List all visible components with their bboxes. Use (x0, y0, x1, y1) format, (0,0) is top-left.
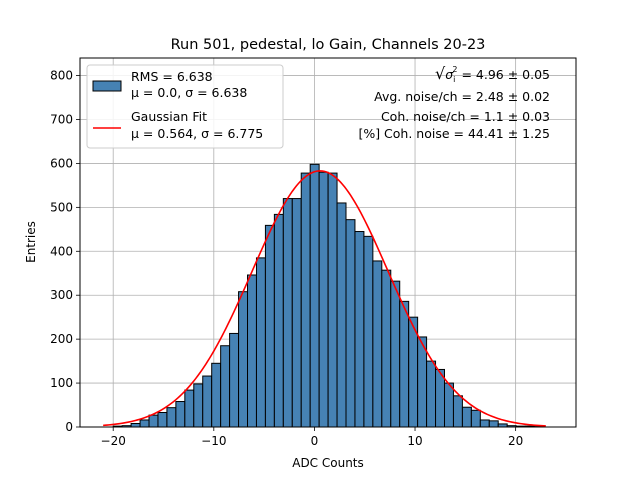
histogram-bar (363, 235, 374, 428)
histogram-bar (130, 422, 141, 428)
legend-histogram-label-line2: μ = 0.0, σ = 6.638 (131, 85, 247, 100)
histogram-bar (255, 257, 266, 428)
x-tick-label: 20 (508, 434, 523, 448)
x-axis-label: ADC Counts (292, 456, 364, 470)
legend-fit-label-line1: Gaussian Fit (131, 109, 207, 124)
histogram-bar (399, 300, 410, 428)
annotation-coh-noise: Coh. noise/ch = 1.1 ± 0.03 (381, 109, 550, 124)
histogram-bar (247, 274, 257, 428)
histogram-bar (291, 198, 302, 428)
x-axis-ticks: −20 −10 0 10 20 (101, 427, 523, 448)
y-tick-label: 200 (50, 332, 73, 346)
histogram-bar (452, 395, 463, 428)
histogram-bar (470, 409, 481, 428)
y-tick-label: 100 (50, 376, 73, 390)
histogram-bar (318, 171, 329, 428)
y-tick-label: 500 (50, 200, 73, 214)
legend-histogram-label-line1: RMS = 6.638 (131, 69, 213, 84)
histogram-bar (444, 382, 454, 428)
y-axis-ticks: 0 100 200 300 400 500 600 700 800 (50, 69, 80, 434)
histogram-bar (479, 419, 490, 428)
y-tick-label: 600 (50, 156, 73, 170)
histogram-bar (282, 198, 293, 428)
histogram-bar (238, 291, 249, 428)
histogram-bar (488, 420, 499, 428)
annotation-sigma-i-squared: √σi2 = 4.96 ± 0.05 (435, 64, 550, 84)
histogram-bar (461, 406, 472, 428)
chart-title: Run 501, pedestal, lo Gain, Channels 20-… (171, 37, 486, 53)
x-tick-label: 0 (311, 434, 319, 448)
legend-fit-label-line2: μ = 0.564, σ = 6.775 (131, 126, 263, 141)
histogram-bar (354, 231, 365, 428)
y-tick-label: 800 (50, 69, 73, 83)
histogram-bar (139, 419, 150, 428)
histogram-bars (112, 163, 544, 428)
histogram-bar (184, 389, 195, 428)
legend-frame (86, 64, 284, 149)
y-axis-label: Entries (24, 221, 38, 263)
histogram-bar (148, 414, 159, 428)
annotation-sigma-sup: 2 (452, 65, 457, 74)
histogram-bar (381, 269, 392, 428)
histogram-bar (327, 172, 338, 428)
plot-frame (79, 57, 577, 428)
x-tick-label: −10 (201, 434, 226, 448)
annotation-sqrt-sign: √ (435, 64, 446, 83)
y-tick-label: 0 (65, 420, 73, 434)
noise-annotations: √σi2 = 4.96 ± 0.05 Avg. noise/ch = 2.48 … (358, 64, 550, 141)
histogram-bar (309, 163, 320, 428)
x-tick-label: 10 (407, 434, 422, 448)
annotation-sigma-symbol: σ (445, 67, 454, 82)
histogram-bar (220, 345, 231, 428)
y-tick-label: 300 (50, 288, 73, 302)
gaussian-fit-curve (103, 170, 546, 427)
annotation-sigma-sub: i (453, 75, 455, 84)
x-tick-label: −20 (101, 434, 126, 448)
histogram-bar (202, 375, 213, 428)
histogram-bar (300, 172, 311, 428)
histogram-bar (345, 219, 356, 428)
y-tick-label: 700 (50, 113, 73, 127)
annotation-avg-noise: Avg. noise/ch = 2.48 ± 0.02 (374, 89, 550, 104)
gaussian-fit-line (103, 170, 546, 427)
histogram-bar (372, 260, 383, 428)
legend: RMS = 6.638 μ = 0.0, σ = 6.638 Gaussian … (86, 64, 284, 149)
histogram-bar (175, 401, 186, 428)
annotation-sigma-value: = 4.96 ± 0.05 (457, 67, 550, 82)
histogram-bar (211, 362, 222, 428)
histogram-bar (264, 224, 275, 428)
histogram-bar (193, 383, 204, 428)
histogram-bar (390, 280, 401, 428)
histogram-bar (229, 332, 240, 428)
histogram-bar (273, 213, 284, 428)
legend-histogram-swatch (92, 80, 122, 92)
y-tick-label: 400 (50, 244, 73, 258)
histogram-bar (157, 412, 168, 428)
histogram-bar (336, 202, 347, 428)
histogram-bar (426, 360, 437, 428)
histogram-bar (166, 407, 177, 428)
annotation-coh-noise-percent: [%] Coh. noise = 44.41 ± 1.25 (358, 126, 550, 141)
